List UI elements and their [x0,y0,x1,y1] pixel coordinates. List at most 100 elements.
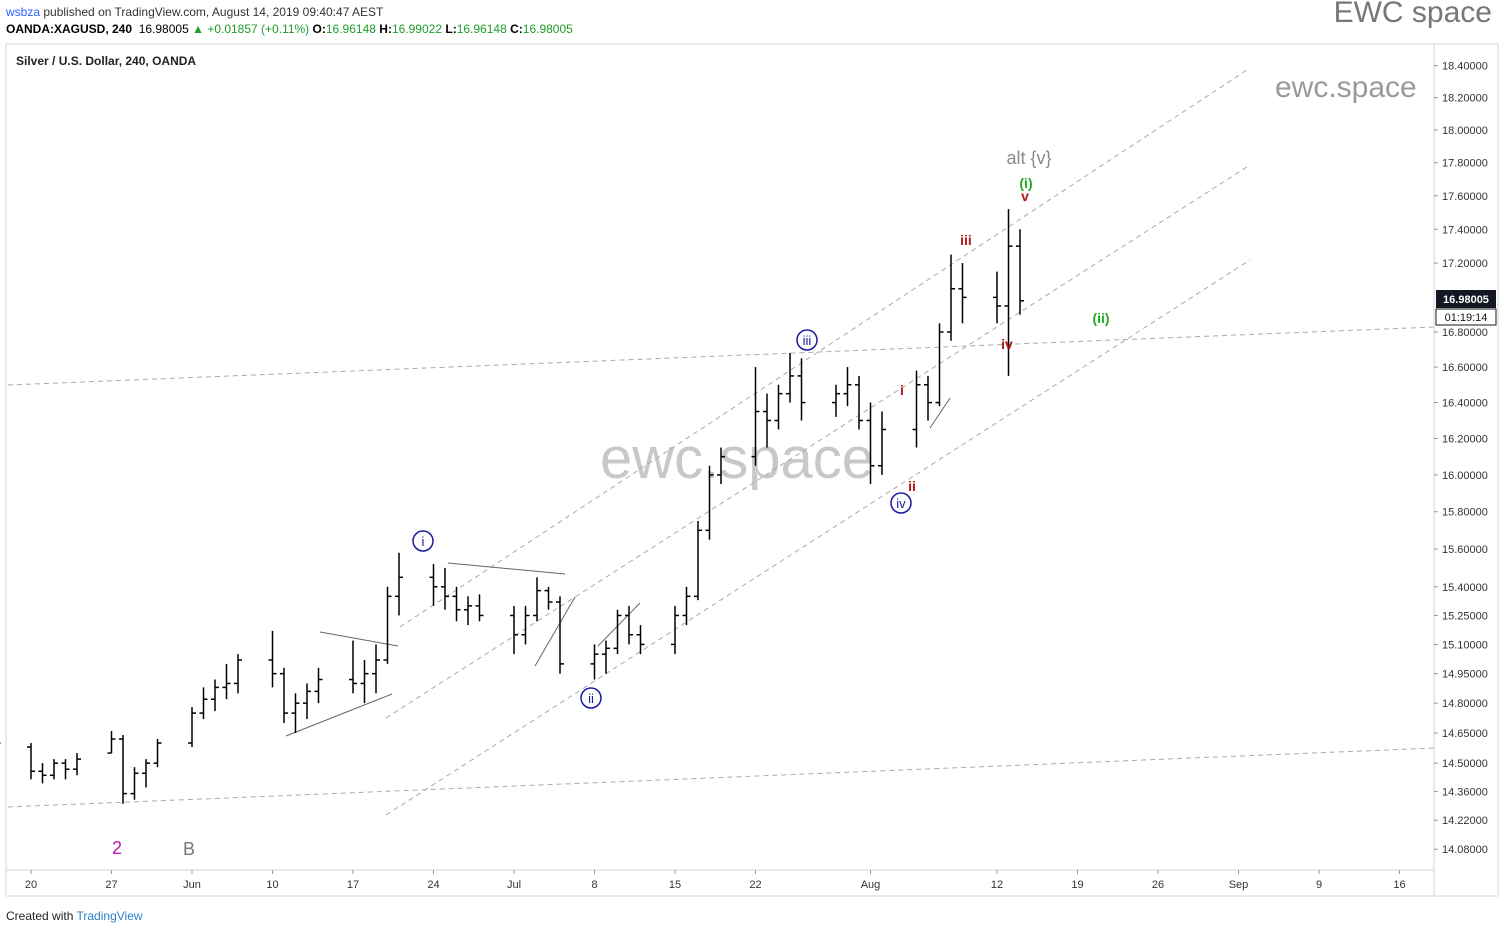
frame [5,43,1499,897]
wave-label: iii [803,333,812,348]
x-tick-label: 26 [1152,879,1164,891]
y-tick-label: 16.40000 [1442,398,1488,410]
x-tick-label: Sep [1229,879,1249,891]
y-tick-label: 18.00000 [1442,125,1488,137]
channel-line [385,259,1251,816]
l-label: L: [445,22,457,36]
wave-label: v [1021,188,1029,204]
trend-line [447,562,566,575]
wave-label: 2 [112,838,122,858]
chart: ewc.space ewc.space 16.98005 01:19:14 Si… [0,43,1499,897]
y-tick-label: 17.40000 [1442,224,1488,236]
wave-label: i [422,534,425,549]
footer-text: Created with [6,909,74,923]
last-price: 16.98005 [1443,294,1489,306]
wave-label: iii [960,232,972,248]
x-tick-label: 12 [991,879,1003,891]
wave-label: i [900,382,904,398]
l: 16.96148 [456,22,507,36]
wave-label: ii [908,478,916,494]
y-tick-label: 16.00000 [1442,470,1488,482]
channel-line [399,67,1251,628]
quote-line: OANDA:XAGUSD, 240 16.98005 ▲ +0.01857 (+… [6,22,573,36]
wave-label: iv [896,496,906,511]
last-price-box [1436,290,1496,308]
wave-label: alt {v} [1006,148,1051,168]
c-label: C: [510,22,523,36]
x-tick-label: 10 [266,879,278,891]
price: 16.98005 [138,22,189,36]
x-tick-label: 22 [749,879,761,891]
o-label: O: [312,22,326,36]
y-tick-label: 15.80000 [1442,507,1488,519]
y-tick-label: 16.60000 [1442,362,1488,374]
trend-line [929,397,951,429]
y-tick-label: 15.60000 [1442,544,1488,556]
footer: Created with TradingView [6,909,143,923]
wave-circle [412,530,434,552]
channel-lines [7,67,1435,816]
footer-brand[interactable]: TradingView [76,909,143,923]
chart-title: Silver / U.S. Dollar, 240, OANDA [16,54,196,68]
y-tick-label: 18.40000 [1442,61,1488,73]
wave-label: iv [1001,336,1013,352]
publisher[interactable]: wsbza [6,5,41,19]
x-tick-label: 16 [1393,879,1405,891]
y-tick-label: 14.08000 [1442,844,1488,856]
y-tick-label: 16.20000 [1442,434,1488,446]
c: 16.98005 [522,22,573,36]
x-tick-label: Jun [183,879,201,891]
y-tick-label: 17.80000 [1442,158,1488,170]
countdown: 01:19:14 [1445,312,1488,324]
o: 16.96148 [325,22,376,36]
y-tick-label: 14.36000 [1442,787,1488,799]
x-tick-label: 15 [669,879,681,891]
base-line [7,747,1435,808]
h-label: H: [379,22,392,36]
x-tick-label: 24 [427,879,439,891]
x-tick-label: 8 [591,879,597,891]
x-tick-label: 20 [25,879,37,891]
y-tick-label: 14.80000 [1442,698,1488,710]
trend-line [285,693,393,737]
trend-line [319,631,399,647]
y-tick-label: 17.20000 [1442,258,1488,270]
y-tick-label: 14.95000 [1442,669,1488,681]
y-tick-label: 16.80000 [1442,327,1488,339]
wave-label: B [183,839,195,859]
wave-label: (i) [1019,175,1032,191]
trend-line [597,602,641,647]
symbol: OANDA:XAGUSD, 240 [6,22,133,36]
published: published on TradingView.com, August 14,… [43,5,384,19]
pattern-lines [285,397,951,737]
wave-label: (ii) [1092,310,1109,326]
wave-circle [890,492,912,514]
wave-circle [796,329,818,351]
countdown-box [1435,308,1497,326]
y-tick-label: 14.65000 [1442,728,1488,740]
brand: EWC space [1333,0,1492,29]
publish-line: wsbza published on TradingView.com, Augu… [6,5,383,19]
change: ▲ +0.01857 (+0.11%) [192,22,310,36]
watermark: ewc.space [1275,71,1417,104]
y-tick-label: 18.20000 [1442,93,1488,105]
x-tick-label: 17 [347,879,359,891]
watermark: ewc.space [600,426,874,491]
x-tick-label: Jul [507,879,521,891]
y-tick-label: 14.22000 [1442,815,1488,827]
x-tick-label: 9 [1316,879,1322,891]
h: 16.99022 [391,22,443,36]
y-tick-label: 17.60000 [1442,191,1488,203]
trend-line [534,596,576,667]
base-line [7,326,1435,386]
x-tick-label: 27 [105,879,117,891]
wave-circle [580,687,602,709]
x-tick-label: 19 [1071,879,1083,891]
y-tick-label: 15.10000 [1442,639,1488,651]
wave-label: ii [588,691,594,706]
y-tick-label: 15.40000 [1442,582,1488,594]
y-tick-label: 15.25000 [1442,610,1488,622]
y-tick-label: 14.50000 [1442,758,1488,770]
x-tick-label: Aug [861,879,881,891]
